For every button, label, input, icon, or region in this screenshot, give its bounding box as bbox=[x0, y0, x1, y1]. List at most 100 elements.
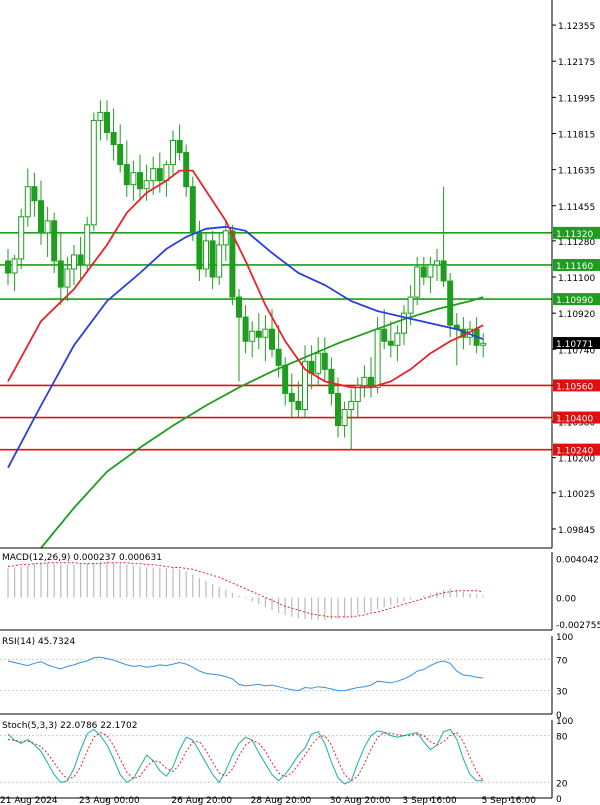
stoch-y-tick: 0 bbox=[556, 795, 562, 805]
candle bbox=[295, 381, 302, 418]
candle bbox=[84, 216, 91, 273]
x-tick-label: 5 Sep 16:00 bbox=[482, 796, 537, 805]
level-tag bbox=[553, 443, 600, 456]
stoch-y-tick: 20 bbox=[556, 779, 568, 789]
y-tick-label: 1.11100 bbox=[558, 274, 595, 284]
candle bbox=[361, 365, 368, 398]
candle bbox=[44, 206, 51, 257]
candle bbox=[51, 212, 58, 273]
candle bbox=[341, 401, 348, 438]
stoch-k-line bbox=[7, 728, 484, 785]
candle bbox=[440, 186, 447, 288]
stoch-label: Stoch(5,3,3) 22.0786 22.1702 bbox=[2, 721, 137, 731]
level-tag-label: 1.10400 bbox=[556, 415, 593, 425]
candle-body bbox=[222, 230, 229, 246]
candle bbox=[170, 130, 176, 177]
candle bbox=[328, 357, 335, 406]
candle-body bbox=[57, 260, 64, 288]
candle-body bbox=[368, 376, 374, 388]
candle bbox=[255, 313, 262, 350]
candle bbox=[216, 232, 223, 286]
candle-body bbox=[183, 152, 190, 188]
candle-body bbox=[84, 224, 91, 266]
stoch-y-tick: 80 bbox=[556, 733, 568, 743]
candle bbox=[480, 333, 487, 358]
x-tick-label: 26 Aug 20:00 bbox=[171, 796, 232, 805]
candle-body bbox=[216, 244, 223, 278]
candle-body bbox=[117, 144, 124, 166]
candle bbox=[335, 377, 341, 438]
candle bbox=[5, 248, 11, 286]
candle-body bbox=[209, 240, 216, 278]
candle bbox=[434, 248, 440, 282]
y-tick-label: 1.10025 bbox=[558, 490, 595, 500]
level-tag-label: 1.11160 bbox=[556, 262, 593, 272]
candle-body bbox=[275, 348, 282, 366]
candle bbox=[321, 337, 328, 382]
candle-body bbox=[348, 400, 355, 410]
candle-body bbox=[361, 376, 368, 386]
candle-body bbox=[196, 232, 203, 270]
candle-body bbox=[427, 264, 434, 278]
candle bbox=[387, 321, 394, 358]
candle-body bbox=[387, 340, 394, 346]
rsi-y-tick: 30 bbox=[556, 688, 568, 698]
candle-body bbox=[156, 168, 163, 182]
candle-body bbox=[288, 392, 295, 402]
candle-body bbox=[143, 180, 150, 190]
candle-body bbox=[255, 330, 262, 338]
rsi-y-tick: 70 bbox=[556, 656, 568, 666]
x-tick-label: 21 Aug 2024 bbox=[0, 796, 58, 805]
price-panel bbox=[0, 100, 552, 549]
stoch-y-tick: 100 bbox=[556, 717, 573, 727]
candle-body bbox=[440, 260, 447, 282]
candle bbox=[57, 232, 64, 306]
candle bbox=[401, 305, 407, 346]
candle-body bbox=[38, 200, 44, 234]
candle-body bbox=[282, 364, 289, 394]
candle-body bbox=[104, 111, 110, 133]
level-tag bbox=[553, 258, 600, 271]
candle-body bbox=[420, 266, 427, 278]
level-tag-label: 1.10240 bbox=[556, 447, 593, 457]
candle-body bbox=[24, 186, 31, 218]
candle-body bbox=[401, 312, 407, 334]
candle-body bbox=[176, 140, 183, 154]
candle-body bbox=[242, 316, 249, 342]
rsi-y-tick: 0 bbox=[556, 711, 562, 721]
candle-body bbox=[64, 268, 71, 288]
stoch-d-line bbox=[7, 731, 484, 782]
candle-body bbox=[315, 352, 322, 374]
candle-body bbox=[150, 168, 157, 182]
y-tick-label: 1.11995 bbox=[558, 94, 595, 104]
current-price-label: 1.10771 bbox=[556, 340, 593, 350]
rsi-y-tick: 100 bbox=[556, 633, 573, 643]
candle bbox=[348, 389, 355, 450]
y-tick-label: 1.12175 bbox=[558, 58, 595, 68]
candle-body bbox=[480, 342, 487, 346]
rsi-label: RSI(14) 45.7324 bbox=[2, 637, 75, 647]
level-tag bbox=[553, 226, 600, 239]
current-price-tag bbox=[553, 337, 600, 350]
candle bbox=[414, 256, 421, 306]
candle-body bbox=[123, 164, 130, 186]
ma-long-line bbox=[40, 296, 484, 549]
candle bbox=[262, 315, 269, 362]
candle-body bbox=[71, 254, 77, 270]
candle-body bbox=[249, 330, 256, 342]
candle bbox=[64, 256, 71, 302]
macd-panel: 0.004042 0.00 -0.002755 bbox=[7, 555, 600, 631]
candle bbox=[203, 232, 209, 278]
candle bbox=[31, 172, 38, 217]
candle bbox=[189, 176, 196, 241]
candle-body bbox=[130, 172, 137, 186]
candle-body bbox=[110, 131, 117, 146]
rsi-panel: 100 70 30 0 bbox=[0, 633, 573, 721]
candle-body bbox=[302, 360, 308, 410]
candle bbox=[18, 208, 25, 269]
candle-body bbox=[5, 260, 11, 274]
level-tag-label: 1.10990 bbox=[556, 296, 593, 306]
candle-body bbox=[137, 172, 143, 190]
candle-body bbox=[11, 258, 18, 274]
